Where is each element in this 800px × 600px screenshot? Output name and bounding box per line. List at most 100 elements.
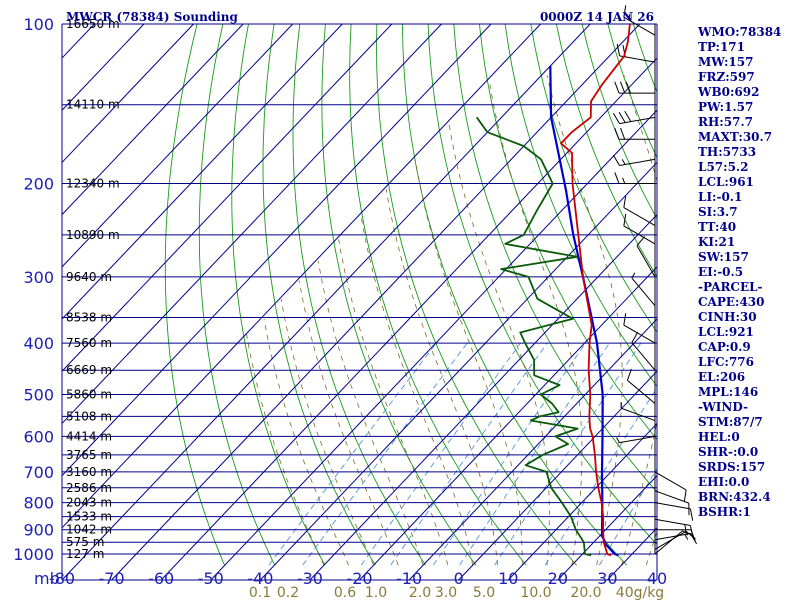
moist-adiabat-line [338, 239, 449, 566]
parcel-trace [549, 65, 619, 557]
wind-barb [614, 172, 655, 185]
dry-adiabat-line [401, 24, 628, 566]
temperature-tick-label: 30 [597, 569, 617, 588]
wind-barb [623, 313, 656, 344]
mixing-ratio-line [360, 342, 521, 566]
index-item: TP:171 [698, 40, 745, 54]
dry-adiabat-line [376, 24, 577, 566]
index-item: EHI:0.0 [698, 475, 749, 489]
sounding-traces [475, 24, 631, 557]
moist-adiabats [246, 75, 657, 566]
wind-barb [620, 402, 656, 422]
pressure-tick-label: 900 [23, 521, 54, 540]
mixing-ratio-labels: 0.1 0.2 0.6 1.0 2.0 3.0 5.0 10.0 20.0 40g/kg [249, 585, 664, 600]
temperature-tick-label: -20 [346, 569, 372, 588]
temperature-tick-label: -60 [148, 569, 174, 588]
pressure-tick-label: 700 [23, 463, 54, 482]
isotherm-line [62, 24, 294, 268]
wind-barb [654, 490, 690, 516]
pressure-tick-label: 800 [23, 494, 54, 513]
pressure-tick-label: 100 [23, 15, 54, 34]
index-item: RH:57.7 [698, 115, 753, 129]
pressure-tick-label: 600 [23, 427, 54, 446]
wind-barb [612, 154, 656, 167]
dry-adiabat-line [321, 24, 477, 566]
height-label: 1042 m [66, 523, 112, 537]
wind-barb [614, 81, 655, 94]
index-item: -WIND- [698, 400, 748, 414]
wind-barb [654, 471, 687, 502]
wind-barb [654, 502, 694, 521]
index-item: HEL:0 [698, 430, 740, 444]
moist-adiabat-line [246, 334, 325, 566]
height-label: 9640 m [66, 270, 112, 284]
dry-adiabat-line [164, 24, 225, 566]
temperature-labels: -80 -70 -60 -50 -40 -30 -20 -10 0 10 20 30 40 [49, 569, 667, 588]
index-item: BRN:432.4 [698, 490, 771, 504]
mixing-ratio-line [390, 342, 548, 566]
index-item: SI:3.7 [698, 205, 738, 219]
height-label: 2043 m [66, 496, 112, 510]
dry-adiabat-line [262, 24, 376, 566]
mixing-ratio-label: 0.1 [249, 585, 271, 600]
moist-adiabat-line [298, 280, 399, 566]
temperature-trace [560, 24, 631, 557]
mixing-ratio-unit-label: 40g/kg [616, 585, 664, 600]
isotherm-line [62, 24, 442, 425]
wind-barb [616, 435, 656, 444]
dry-adiabat-line [530, 24, 657, 333]
index-item: SHR-:0.0 [698, 445, 758, 459]
temperature-tick-label: -50 [198, 569, 224, 588]
dry-adiabat-line [231, 24, 326, 566]
chart-time: 0000Z 14 JAN 26 [540, 10, 654, 24]
moist-adiabat-line [317, 260, 424, 566]
dry-adiabat-line [198, 24, 276, 566]
height-label: 8538 m [66, 311, 112, 325]
index-item: MW:157 [698, 55, 753, 69]
index-item: LCL:961 [698, 175, 754, 189]
temperature-tick-label: -30 [297, 569, 323, 588]
height-label: 575 m [66, 535, 104, 549]
index-item: MPL:146 [698, 385, 758, 399]
index-item: TT:40 [698, 220, 736, 234]
isotherm-line [62, 24, 343, 320]
index-item: STM:87/7 [698, 415, 763, 429]
index-item: KI:21 [698, 235, 735, 249]
isotherm-line [62, 24, 244, 216]
wind-barb [623, 195, 656, 226]
pressure-tick-label: 1000 [13, 545, 54, 564]
index-item: CAP:0.9 [698, 340, 751, 354]
height-label: 14110 m [66, 98, 120, 112]
mixing-ratio-label: 1.0 [365, 585, 387, 600]
temperature-tick-label: 0 [454, 569, 464, 588]
moist-adiabat-line [385, 189, 498, 566]
height-labels: 16650 m 14110 m 12340 m 10890 m 9640 m 8538 m… [66, 17, 120, 561]
mixing-ratio-line [268, 342, 437, 566]
index-item: WMO:78384 [697, 25, 781, 39]
mixing-ratio-label: 5.0 [473, 585, 495, 600]
wind-barb [636, 236, 656, 278]
mixing-ratio-label: 20.0 [570, 585, 601, 600]
temperature-tick-label: 40 [647, 569, 667, 588]
temperature-tick-label: -80 [49, 569, 75, 588]
height-label: 5108 m [66, 409, 112, 423]
moist-adiabat-line [360, 215, 474, 566]
dry-adiabat-line [555, 24, 657, 278]
wind-barb [654, 530, 689, 555]
index-item: FRZ:597 [698, 70, 755, 84]
mixing-ratio-label: 2.0 [409, 585, 431, 600]
index-item: MAXT:30.7 [698, 130, 772, 144]
wind-barb [614, 127, 655, 140]
isotherm-line [62, 24, 194, 164]
wind-barb [612, 111, 656, 125]
indices-panel: WMO:78384TP:171MW:157FRZ:597WB0:692PW:1.… [697, 25, 781, 519]
index-item: SW:157 [698, 250, 749, 264]
pressure-tick-label: 500 [23, 385, 54, 404]
wind-barb [631, 272, 656, 307]
moist-adiabat-line [448, 124, 550, 566]
index-item: CAPE:430 [698, 295, 765, 309]
mixing-ratio-label: 0.2 [277, 585, 299, 600]
mixing-ratio-lines [268, 342, 657, 566]
index-item: -PARCEL- [698, 280, 763, 294]
dry-adiabat-line [504, 24, 657, 388]
